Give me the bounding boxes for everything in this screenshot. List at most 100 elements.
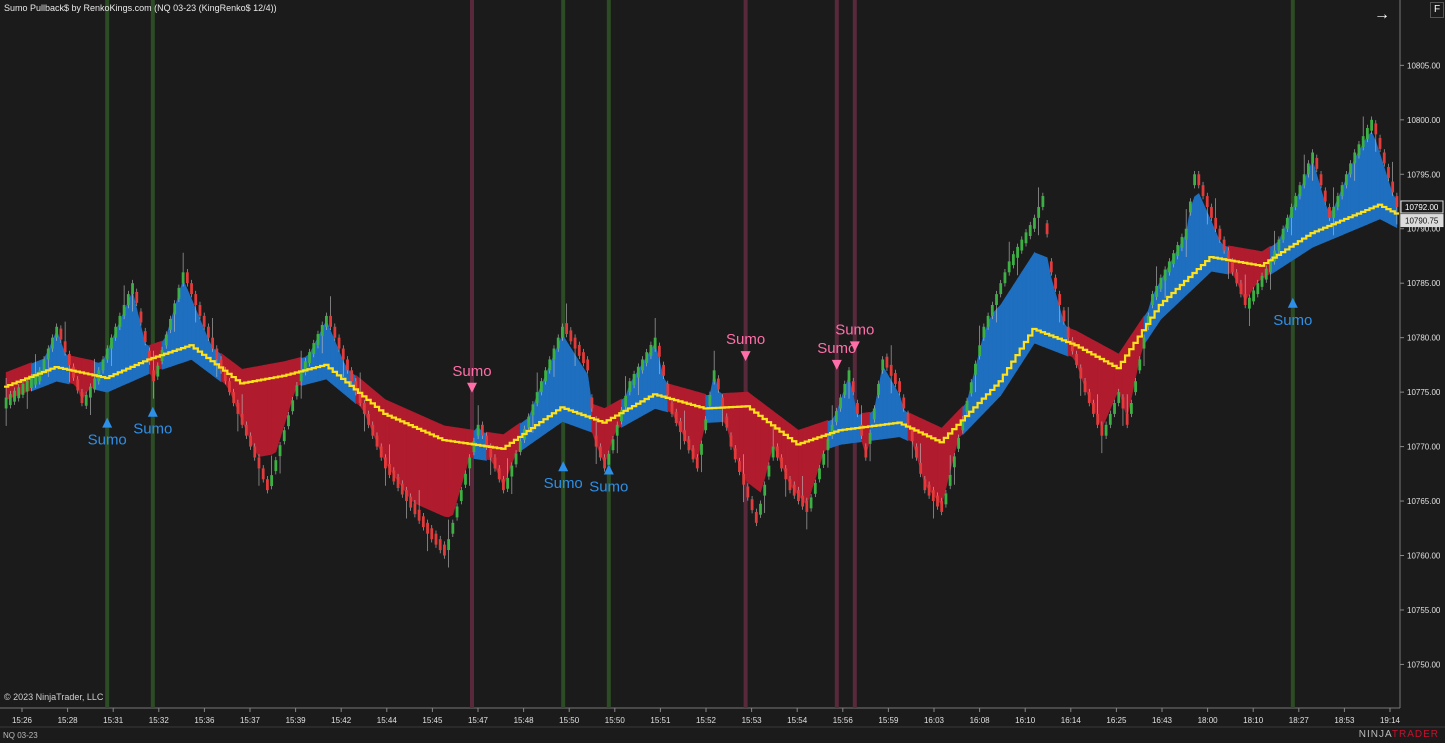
candle-up — [1037, 206, 1041, 218]
candle-down — [657, 345, 661, 357]
candle-up — [704, 419, 708, 431]
candle-down — [1125, 413, 1129, 425]
candle-up — [34, 373, 38, 385]
band-segment — [1101, 344, 1107, 429]
band-segment — [1358, 142, 1364, 229]
band-segment — [1249, 249, 1254, 296]
candle-up — [818, 468, 821, 480]
candle-up — [114, 326, 118, 338]
x-tick-label: 15:47 — [468, 716, 489, 725]
candle-down — [1378, 137, 1382, 149]
candle-up — [645, 352, 649, 364]
x-tick-label: 15:28 — [58, 716, 79, 725]
band-segment — [191, 299, 197, 364]
band-segment — [1244, 248, 1250, 302]
x-tick-label: 18:10 — [1243, 716, 1264, 725]
candle-down — [1201, 185, 1205, 197]
candle-down — [674, 412, 678, 423]
chart-title: Sumo Pullback$ by RenkoKings.com (NQ 03-… — [4, 3, 277, 13]
candle-up — [1357, 144, 1361, 156]
candle-down — [493, 457, 497, 469]
candle-up — [999, 283, 1003, 295]
candle-up — [767, 465, 771, 477]
candle-up — [1180, 236, 1184, 248]
candle-up — [164, 334, 168, 346]
candle-down — [729, 435, 733, 447]
buy-signal-triangle-icon — [147, 406, 158, 417]
candle-down — [1075, 354, 1078, 365]
band-segment — [937, 425, 943, 506]
candle-down — [805, 501, 809, 512]
candle-down — [738, 461, 741, 472]
candle-down — [1062, 310, 1066, 322]
candle-up — [628, 381, 632, 393]
candle-up — [510, 465, 514, 477]
candle-up — [1028, 225, 1032, 236]
candle-down — [405, 490, 408, 502]
candle-up — [624, 395, 628, 407]
y-tick-label: 10780.00 — [1407, 334, 1441, 343]
candle-down — [371, 424, 375, 436]
candle-up — [535, 392, 539, 404]
candle-up — [1176, 245, 1180, 256]
candle-up — [1273, 250, 1277, 262]
candle-up — [101, 359, 105, 371]
candle-down — [80, 392, 84, 404]
y-tick-label: 10805.00 — [1407, 61, 1441, 70]
x-tick-label: 15:51 — [650, 716, 671, 725]
fullscreen-button[interactable]: F — [1430, 2, 1444, 18]
candle-up — [1033, 217, 1036, 229]
candle-down — [502, 479, 505, 491]
signal-vertical-line — [1290, 0, 1295, 708]
candle-up — [13, 390, 16, 402]
candle-up — [974, 363, 977, 375]
candle-down — [63, 341, 67, 353]
band-segment — [1110, 348, 1115, 409]
signal-label: Sumo — [88, 432, 127, 449]
candle-down — [725, 416, 729, 428]
candle-down — [1087, 392, 1091, 404]
x-tick-label: 16:10 — [1015, 716, 1036, 725]
candle-up — [1277, 239, 1281, 251]
candle-down — [480, 424, 484, 436]
candle-up — [771, 446, 775, 458]
candle-down — [683, 430, 687, 442]
band-segment — [397, 404, 403, 489]
candle-up — [1020, 239, 1024, 251]
candle-up — [21, 383, 25, 395]
arrow-right-icon[interactable]: → — [1374, 6, 1390, 23]
candle-up — [1370, 119, 1374, 131]
instrument-tab[interactable]: NQ 03-23 — [3, 731, 38, 740]
candle-down — [565, 323, 569, 335]
candle-up — [122, 304, 126, 316]
candle-up — [1260, 275, 1264, 287]
candle-up — [700, 443, 703, 455]
candle-up — [291, 400, 295, 412]
candle-up — [1167, 261, 1171, 273]
band-segment — [566, 340, 572, 426]
candle-up — [274, 460, 278, 472]
candle-up — [1361, 136, 1365, 148]
candle-down — [1054, 277, 1057, 289]
candle-down — [190, 283, 193, 295]
candle-down — [1205, 196, 1209, 207]
candle-up — [1172, 253, 1175, 265]
candle-down — [413, 503, 417, 515]
candle-up — [1142, 337, 1146, 349]
candle-down — [228, 381, 231, 393]
y-tick-label: 10750.00 — [1407, 660, 1441, 669]
candle-down — [362, 403, 366, 414]
candle-down — [1231, 261, 1234, 273]
band-segment — [578, 360, 584, 430]
candle-up — [1256, 283, 1260, 295]
band-segment — [1312, 160, 1318, 248]
candle-down — [746, 486, 750, 498]
band-segment — [1375, 141, 1381, 222]
candle-up — [42, 359, 46, 371]
candle-up — [607, 453, 611, 465]
candle-down — [497, 468, 501, 480]
candle-down — [569, 330, 573, 342]
candle-down — [1391, 181, 1395, 193]
candle-down — [1210, 206, 1213, 218]
candle-down — [1226, 250, 1230, 262]
